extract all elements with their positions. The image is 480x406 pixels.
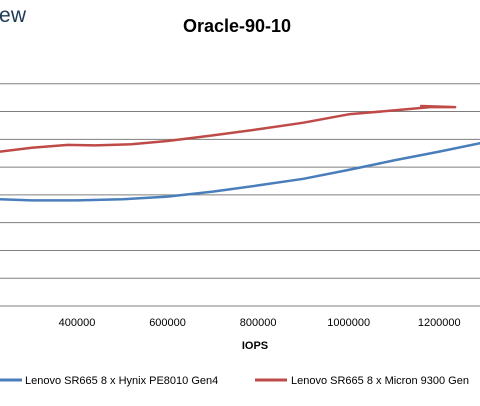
x-tick-label-2: 800000 (240, 317, 277, 329)
x-tick-label-3: 1000000 (327, 317, 370, 329)
legend: Lenovo SR665 8 x Hynix PE8010 Gen4 Lenov… (0, 375, 469, 387)
x-tick-label-1: 600000 (149, 317, 186, 329)
legend-label-hynix: Lenovo SR665 8 x Hynix PE8010 Gen4 (25, 375, 218, 387)
x-axis-label: IOPS (242, 340, 268, 352)
legend-label-micron: Lenovo SR665 8 x Micron 9300 Gen (291, 375, 469, 387)
brand-logo-fragment: ew (0, 4, 27, 27)
series-line-1 (0, 104, 457, 153)
x-tick-label-4: 1200000 (418, 317, 461, 329)
series-line-0 (0, 141, 480, 202)
gridlines (0, 83, 480, 279)
x-tick-label-0: 400000 (59, 317, 96, 329)
series-lines (0, 104, 480, 202)
chart-title: Oracle-90-10 (183, 16, 291, 36)
x-tick-labels: 400000 600000 800000 1000000 1200000 (59, 317, 461, 329)
